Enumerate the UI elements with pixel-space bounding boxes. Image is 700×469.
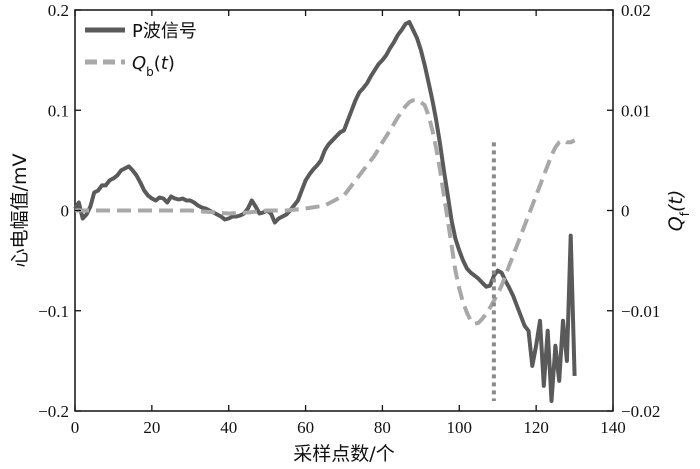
y-left-tick-label: −0.1 <box>38 302 69 321</box>
series-line-p-wave <box>73 20 577 403</box>
y-right-tick-label: 0.01 <box>621 101 651 120</box>
x-axis-label: 采样点数/个 <box>293 443 394 465</box>
y-left-tick-label: 0 <box>61 202 70 221</box>
x-tick-label: 60 <box>297 418 314 437</box>
y-left-tick-label: 0.1 <box>48 101 69 120</box>
series-line-qb <box>75 98 576 326</box>
y-right-tick-label: 0.02 <box>621 1 651 20</box>
legend-label-p-wave: P波信号 <box>132 21 197 42</box>
y-left-axis-label: 心电幅值/mV <box>9 154 31 268</box>
x-tick-label: 140 <box>600 418 626 437</box>
y-right-axis-label: Qf(t) <box>665 190 692 231</box>
y-right-tick-label: −0.02 <box>621 402 660 421</box>
y-left-tick-label: 0.2 <box>48 1 69 20</box>
y-left-tick-label: −0.2 <box>38 402 69 421</box>
x-tick-label: 80 <box>374 418 391 437</box>
x-tick-label: 100 <box>447 418 473 437</box>
x-tick-label: 20 <box>143 418 160 437</box>
y-right-tick-label: −0.01 <box>621 302 660 321</box>
y-right-tick-label: 0 <box>621 202 630 221</box>
legend-label-qb: Qb(t) <box>132 53 175 79</box>
x-tick-label: 40 <box>220 418 237 437</box>
x-tick-label: 120 <box>523 418 549 437</box>
legend: P波信号 Qb(t) <box>85 21 197 79</box>
x-tick-label: 0 <box>71 418 80 437</box>
